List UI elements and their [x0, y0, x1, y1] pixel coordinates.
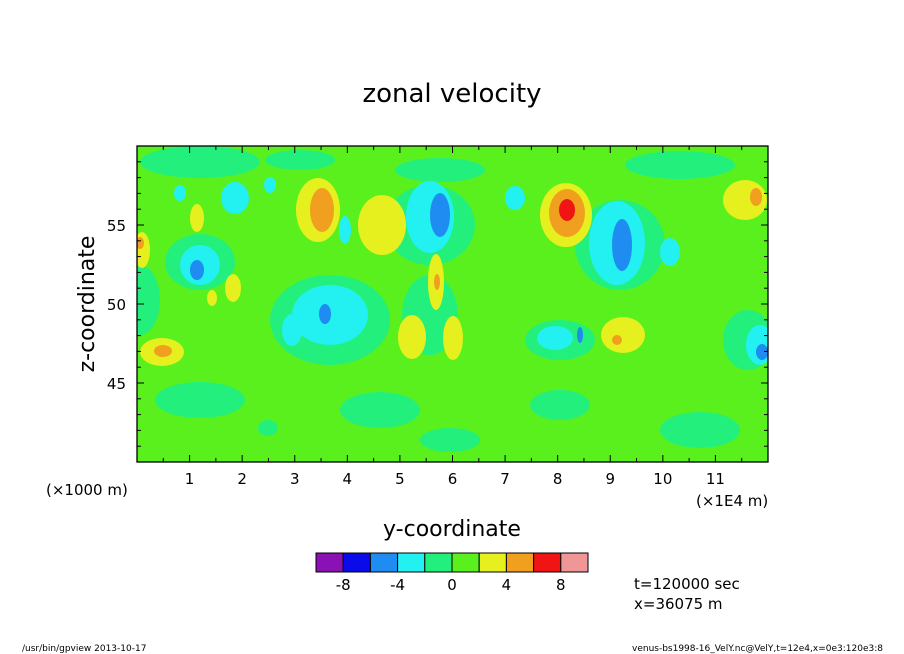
- time-annotation: t=120000 sec: [634, 575, 740, 593]
- colorbar-swatch: [451, 552, 480, 573]
- colorbar-swatch: [560, 552, 589, 573]
- contour-region: [530, 390, 590, 420]
- contour-region: [225, 274, 241, 302]
- contour-region: [154, 345, 172, 357]
- contour-region: [190, 204, 204, 232]
- contour-region: [420, 428, 480, 452]
- contour-region: [137, 237, 144, 249]
- contour-region: [155, 382, 245, 418]
- contour-region: [625, 151, 735, 179]
- contour-region: [660, 238, 680, 266]
- contour-region: [430, 193, 450, 237]
- contour-region: [319, 304, 331, 324]
- contour-region: [265, 150, 335, 170]
- contour-region: [434, 274, 440, 290]
- contour-region: [339, 216, 351, 244]
- colorbar-swatch: [369, 552, 399, 573]
- x-tick-label: 6: [448, 470, 458, 488]
- contour-region: [340, 392, 420, 428]
- contour-region: [358, 195, 406, 255]
- x-tick-label: 8: [553, 470, 563, 488]
- x-tick-label: 1: [185, 470, 195, 488]
- colorbar-swatch: [533, 552, 562, 573]
- contour-region: [505, 186, 525, 210]
- contour-region: [221, 182, 249, 214]
- colorbar-tick-label: 4: [502, 576, 512, 594]
- colorbar-swatch: [478, 552, 507, 573]
- contour-region: [750, 188, 762, 206]
- x-tick-label: 11: [706, 470, 725, 488]
- x-tick-label: 5: [395, 470, 405, 488]
- contour-region: [174, 185, 186, 201]
- x-tick-label: 10: [653, 470, 672, 488]
- position-annotation: x=36075 m: [634, 595, 723, 613]
- y-tick-label: 55: [107, 217, 126, 235]
- contour-region: [140, 146, 260, 178]
- x-unit-left: (×1000 m): [46, 481, 128, 499]
- contour-region: [258, 420, 278, 436]
- contour-region: [190, 260, 204, 280]
- colorbar-tick-label: -4: [390, 576, 405, 594]
- contour-region: [612, 219, 632, 271]
- contour-region: [537, 326, 573, 350]
- colorbar: [315, 552, 589, 573]
- contour-region: [559, 199, 575, 221]
- x-unit-right: (×1E4 m): [696, 492, 768, 510]
- contour-region: [264, 177, 276, 193]
- contour-region: [577, 327, 583, 343]
- y-axis-label: z-coordinate: [75, 236, 100, 373]
- colorbar-swatch: [315, 552, 344, 573]
- contour-region: [310, 188, 334, 232]
- x-tick-label: 7: [500, 470, 510, 488]
- contour-region: [137, 265, 160, 335]
- contour-region: [282, 314, 302, 346]
- y-tick-label: 45: [107, 375, 126, 393]
- contour-region: [398, 315, 426, 359]
- axis-ticks: [137, 146, 768, 462]
- colorbar-swatch: [397, 552, 426, 573]
- footer-left: /usr/bin/gpview 2013-10-17: [22, 644, 146, 654]
- colorbar-swatch: [424, 552, 453, 573]
- contour-region: [756, 344, 768, 360]
- contour-region: [612, 335, 622, 345]
- contour-field: [137, 146, 768, 462]
- contour-region: [207, 290, 217, 306]
- colorbar-tick-label: 0: [447, 576, 457, 594]
- x-tick-label: 2: [237, 470, 247, 488]
- colorbar-tick-label: 8: [556, 576, 566, 594]
- contour-region: [660, 412, 740, 448]
- x-tick-label: 4: [343, 470, 353, 488]
- colorbar-tick-label: -8: [336, 576, 351, 594]
- x-axis-label: y-coordinate: [383, 517, 521, 542]
- colorbar-tick-labels: -8 -4 0 4 8: [336, 576, 566, 594]
- footer-right: venus-bs1998-16_VelY.nc@VelY,t=12e4,x=0e…: [632, 644, 883, 654]
- colorbar-swatch: [505, 552, 535, 573]
- y-tick-label: 50: [107, 296, 126, 314]
- x-tick-label: 9: [605, 470, 615, 488]
- contour-region: [395, 158, 485, 182]
- chart-title: zonal velocity: [362, 79, 541, 109]
- contour-region: [601, 317, 645, 353]
- contour-region: [443, 316, 463, 360]
- colorbar-swatch: [342, 552, 371, 573]
- x-tick-label: 3: [290, 470, 300, 488]
